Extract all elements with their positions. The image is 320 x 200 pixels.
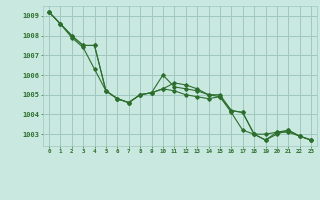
Text: Graphe pression niveau de la mer (hPa): Graphe pression niveau de la mer (hPa): [68, 186, 252, 195]
